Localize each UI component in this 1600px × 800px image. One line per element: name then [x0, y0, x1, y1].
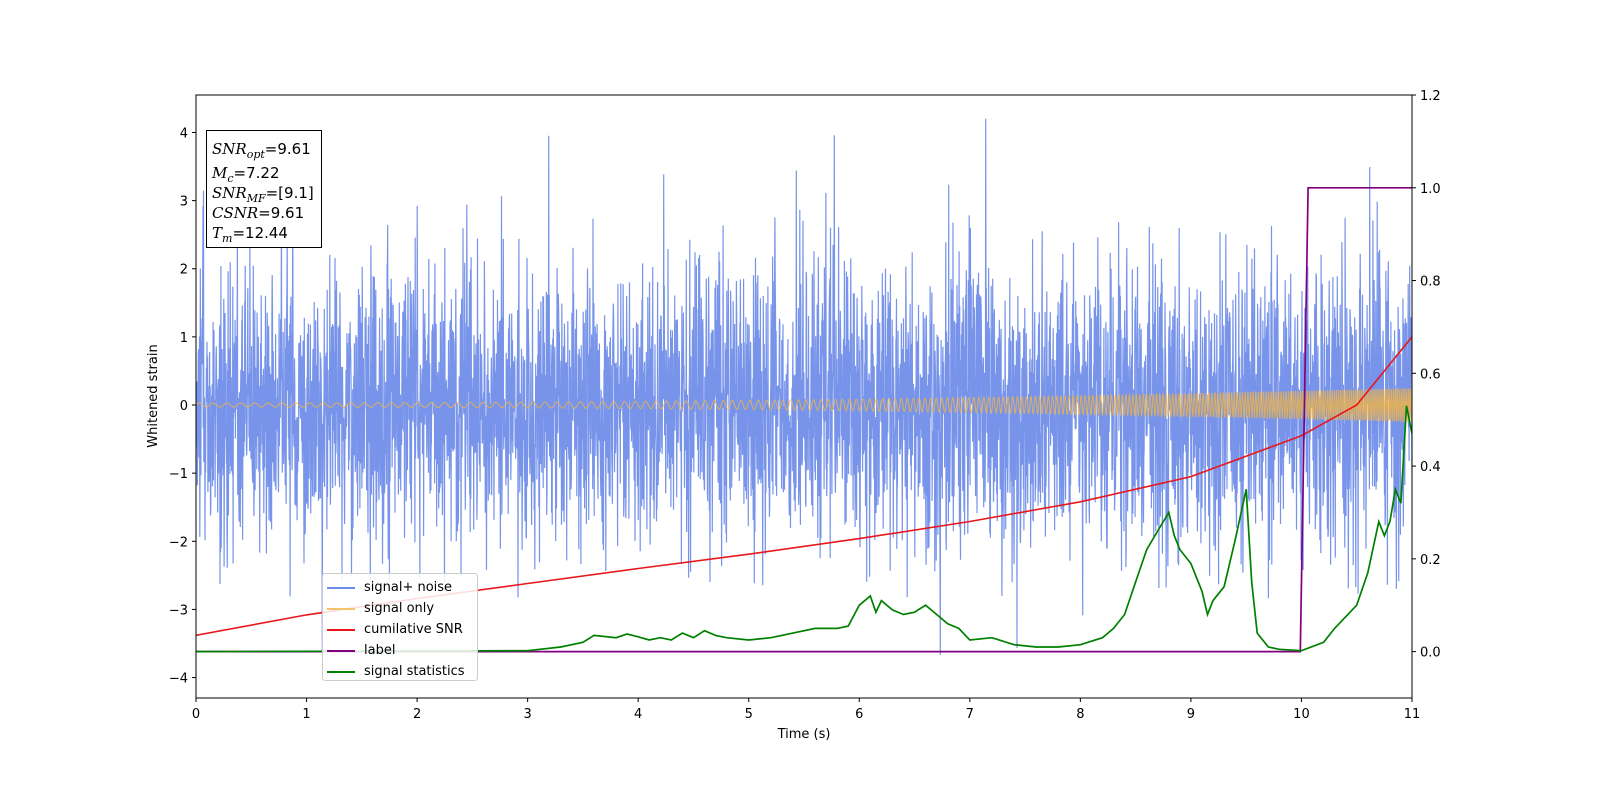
y-tick-label: 3 [180, 195, 188, 210]
legend: signal+ noise signal only cumilative SNR… [322, 573, 478, 681]
legend-label: signal only [364, 601, 435, 616]
y-right-tick-label: 0.2 [1420, 553, 1441, 568]
legend-item-signal-noise: signal+ noise [327, 577, 477, 598]
legend-swatch [327, 628, 355, 631]
x-tick-label: 10 [1293, 707, 1310, 722]
x-tick-label: 7 [966, 707, 974, 722]
x-tick-label: 1 [302, 707, 310, 722]
legend-item-signal-statistics: signal statistics [327, 661, 477, 682]
y-tick-label: −1 [169, 467, 188, 482]
mc-value: =7.22 [233, 164, 280, 182]
legend-label: signal statistics [364, 664, 465, 679]
snr-mf-value: =[9.1] [265, 184, 314, 202]
y-tick-label: −4 [169, 672, 188, 687]
snr-mf-annotation: SNRMF=[9.1] [212, 184, 314, 205]
legend-swatch [327, 649, 355, 652]
y-right-tick-label: 0.8 [1420, 275, 1441, 290]
legend-item-cumulative-snr: cumilative SNR [327, 619, 477, 640]
snr-opt-value: =9.61 [264, 140, 311, 158]
legend-swatch [327, 670, 355, 673]
series-label [196, 186, 1412, 653]
x-tick-label: 3 [523, 707, 531, 722]
snr-opt-annotation: SNRopt=9.61 [212, 140, 311, 161]
legend-swatch [327, 586, 355, 589]
legend-swatch [327, 607, 355, 610]
tm-annotation: Tm=12.44 [212, 224, 288, 245]
mc-annotation: Mc=7.22 [212, 164, 280, 185]
y-tick-label: 1 [180, 331, 188, 346]
series-signal-noise [196, 118, 1412, 655]
x-tick-label: 11 [1404, 707, 1421, 722]
axes-layer: 0 1 2 3 4 5 6 7 8 9 10 11 −4 −3 −2 −1 0 1 2 3 4 0.0 0.2 0.4 0.6 0… [169, 89, 1441, 722]
x-tick-label: 9 [1187, 707, 1195, 722]
y-right-tick-label: 1.2 [1420, 89, 1441, 104]
y-tick-label: 2 [180, 263, 188, 278]
y-right-tick-label: 0.0 [1420, 646, 1441, 661]
legend-item-signal-only: signal only [327, 598, 477, 619]
x-tick-label: 2 [413, 707, 421, 722]
y-right-tick-label: 1.0 [1420, 182, 1441, 197]
legend-label: signal+ noise [364, 580, 453, 595]
y-tick-label: 4 [180, 126, 188, 141]
x-tick-label: 8 [1076, 707, 1084, 722]
y-tick-label: 0 [180, 399, 188, 414]
series-signal-statistics [196, 405, 1412, 653]
x-tick-label: 5 [745, 707, 753, 722]
legend-item-label: label [327, 640, 477, 661]
y-right-tick-label: 0.6 [1420, 367, 1441, 382]
y-tick-label: −3 [169, 603, 188, 618]
x-tick-label: 4 [634, 707, 642, 722]
y-right-tick-label: 0.4 [1420, 460, 1441, 475]
csnr-annotation: CSNR=9.61 [212, 204, 305, 222]
y-axis-label: Whitened strain [146, 344, 161, 447]
metrics-annotation-box: SNRopt=9.61 Mc=7.22 SNRMF=[9.1] CSNR=9.6… [206, 130, 322, 248]
x-tick-label: 6 [855, 707, 863, 722]
series-signal-only [196, 387, 1412, 423]
tm-value: =12.44 [232, 224, 288, 242]
x-axis-label: Time (s) [777, 727, 831, 742]
csnr-value: =9.61 [258, 204, 305, 222]
x-tick-label: 0 [192, 707, 200, 722]
y-tick-label: −2 [169, 535, 188, 550]
plot-frame [195, 94, 1413, 699]
legend-label: cumilative SNR [364, 622, 463, 637]
legend-label: label [364, 643, 396, 658]
